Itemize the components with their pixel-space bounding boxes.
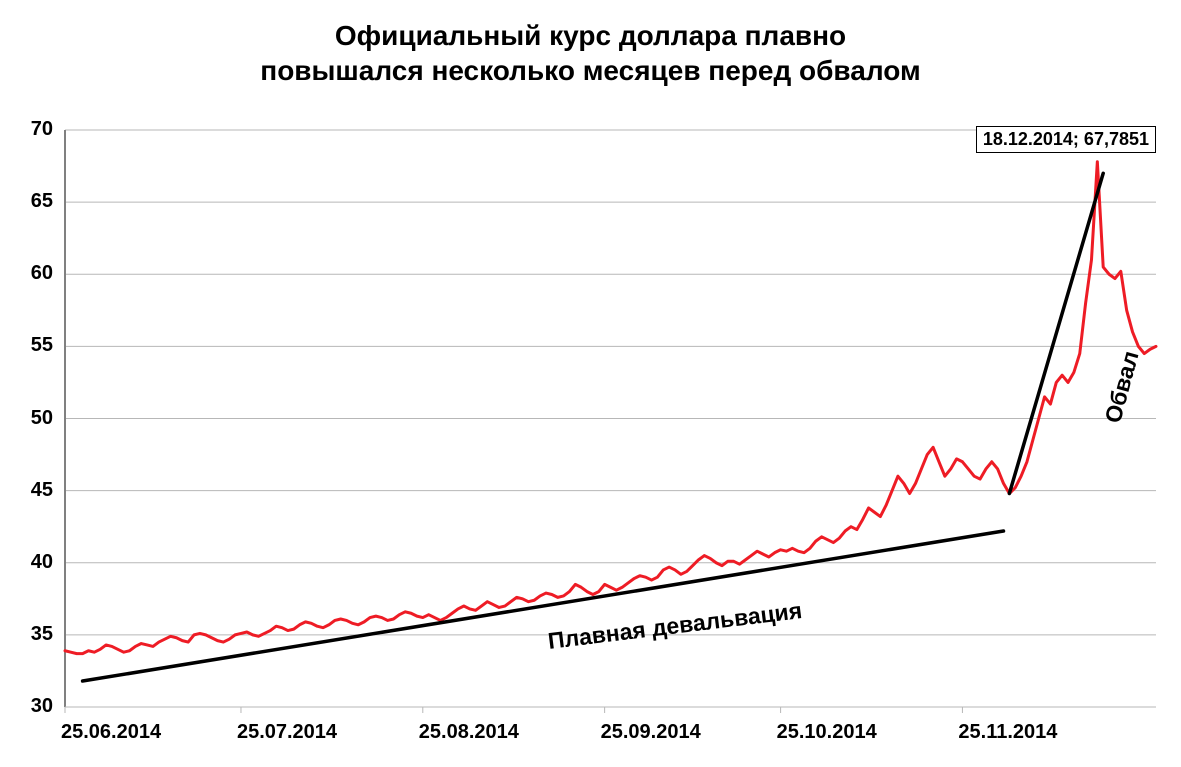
plot-area: 30354045505560657025.06.201425.07.201425… bbox=[65, 130, 1156, 707]
x-tick-label: 25.06.2014 bbox=[61, 721, 161, 744]
data-series-line bbox=[65, 162, 1156, 654]
x-tick-label: 25.07.2014 bbox=[237, 721, 337, 744]
y-tick-label: 50 bbox=[31, 407, 53, 430]
chart-title-line1: Официальный курс доллара плавно bbox=[0, 18, 1181, 53]
y-tick-label: 70 bbox=[31, 118, 53, 141]
y-tick-label: 40 bbox=[31, 551, 53, 574]
x-tick-label: 25.11.2014 bbox=[958, 721, 1057, 744]
trend-line-gradual bbox=[83, 531, 1004, 681]
x-tick-label: 25.09.2014 bbox=[601, 721, 701, 744]
chart-title-line2: повышался несколько месяцев перед обвало… bbox=[0, 53, 1181, 88]
y-tick-label: 45 bbox=[31, 479, 53, 502]
y-tick-label: 55 bbox=[31, 334, 53, 357]
chart-title: Официальный курс доллара плавноповышался… bbox=[0, 0, 1181, 88]
y-tick-label: 35 bbox=[31, 623, 53, 646]
y-tick-label: 65 bbox=[31, 190, 53, 213]
trend-line-crash bbox=[1009, 173, 1103, 493]
x-tick-label: 25.08.2014 bbox=[419, 721, 519, 744]
y-tick-label: 30 bbox=[31, 695, 53, 718]
peak-callout: 18.12.2014; 67,7851 bbox=[976, 126, 1156, 153]
x-tick-label: 25.10.2014 bbox=[777, 721, 877, 744]
y-tick-label: 60 bbox=[31, 262, 53, 285]
